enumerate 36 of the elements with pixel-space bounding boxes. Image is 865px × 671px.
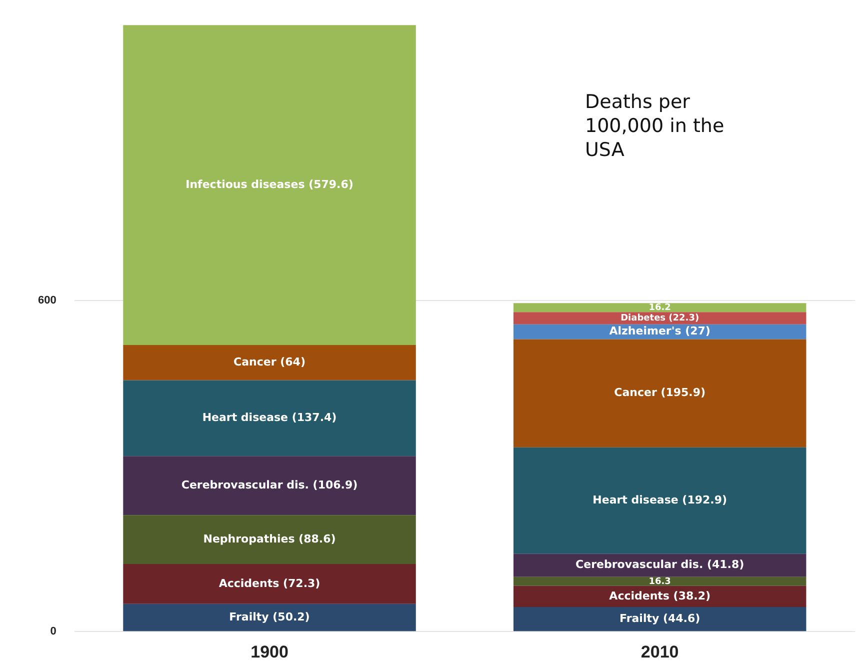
bar xyxy=(513,324,806,340)
bar xyxy=(513,447,806,554)
bar xyxy=(123,25,416,345)
bar xyxy=(123,344,416,380)
data-label: Accidents (72.3) xyxy=(218,576,320,590)
data-label: Cancer (64) xyxy=(234,356,306,369)
data-label: Cerebrovascular dis. (106.9) xyxy=(181,478,358,492)
data-label: Infectious diseases (579.6) xyxy=(186,178,354,191)
data-label: 16.2 xyxy=(648,302,671,313)
x-tick-label: 1900 xyxy=(250,642,288,662)
bar xyxy=(123,515,416,564)
data-label: Diabetes (22.3) xyxy=(620,314,700,324)
annotation: Deaths per 100,000 in the USA xyxy=(585,90,726,162)
data-label: Cancer (195.9) xyxy=(614,386,706,400)
bar xyxy=(513,586,806,607)
data-label: Heart disease (137.4) xyxy=(202,411,337,424)
bar xyxy=(513,339,806,448)
data-label: Alzheimer's (27) xyxy=(609,324,710,338)
bar xyxy=(123,604,416,632)
data-label: Accidents (38.2) xyxy=(609,589,710,602)
data-label: Frailty (50.2) xyxy=(229,610,310,624)
data-label: Nephropathies (88.6) xyxy=(203,532,336,546)
data-label: Frailty (44.6) xyxy=(620,612,700,625)
bar xyxy=(513,303,806,312)
bar xyxy=(513,312,806,324)
y-tick-label: 0 xyxy=(50,626,56,638)
data-label: Heart disease (192.9) xyxy=(592,493,728,506)
bar xyxy=(513,606,806,632)
x-tick-label: 2010 xyxy=(640,642,679,662)
bar xyxy=(123,564,416,604)
data-label: Cerebrovascular dis. (41.8) xyxy=(576,558,744,572)
y-tick-label: 600 xyxy=(38,294,56,307)
data-label: 16.3 xyxy=(648,576,671,587)
bar xyxy=(123,456,416,516)
bar xyxy=(123,380,416,456)
bar xyxy=(513,576,806,586)
